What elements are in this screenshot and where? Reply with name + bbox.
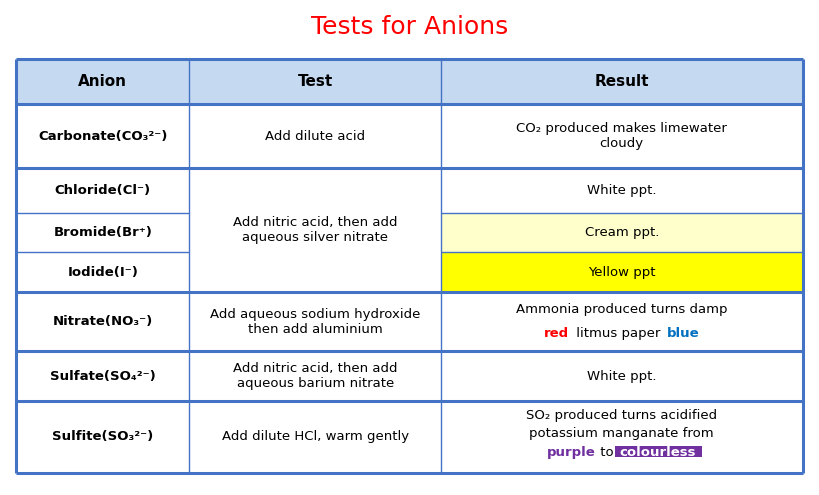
Text: Add nitric acid, then add
aqueous silver nitrate: Add nitric acid, then add aqueous silver… <box>233 216 397 244</box>
Text: White ppt.: White ppt. <box>587 184 657 197</box>
Text: Result: Result <box>595 74 649 89</box>
Text: Sulfate(SO₄²⁻): Sulfate(SO₄²⁻) <box>50 370 156 383</box>
Text: colourless: colourless <box>620 446 696 459</box>
Text: Nitrate(NO₃⁻): Nitrate(NO₃⁻) <box>52 315 153 328</box>
Text: Add dilute HCl, warm gently: Add dilute HCl, warm gently <box>222 430 409 444</box>
Text: Chloride(Cl⁻): Chloride(Cl⁻) <box>55 184 151 197</box>
Text: Yellow ppt: Yellow ppt <box>588 266 655 279</box>
Bar <box>614 446 702 457</box>
Text: SO₂ produced turns acidified: SO₂ produced turns acidified <box>527 409 717 422</box>
Bar <box>16 59 803 473</box>
Text: Sulfite(SO₃²⁻): Sulfite(SO₃²⁻) <box>52 430 153 444</box>
Text: Cream ppt.: Cream ppt. <box>585 226 659 239</box>
Text: CO₂ produced makes limewater
cloudy: CO₂ produced makes limewater cloudy <box>516 122 727 150</box>
Bar <box>16 59 803 104</box>
Text: Add dilute acid: Add dilute acid <box>265 130 365 143</box>
Text: Add nitric acid, then add
aqueous barium nitrate: Add nitric acid, then add aqueous barium… <box>233 362 397 390</box>
Bar <box>441 252 803 292</box>
Text: Test: Test <box>297 74 333 89</box>
Text: Iodide(I⁻): Iodide(I⁻) <box>67 266 138 279</box>
Text: blue: blue <box>667 327 699 340</box>
Text: Ammonia produced turns damp: Ammonia produced turns damp <box>516 303 727 316</box>
Text: Carbonate(CO₃²⁻): Carbonate(CO₃²⁻) <box>38 130 168 143</box>
Text: to: to <box>596 446 618 459</box>
Text: potassium manganate from: potassium manganate from <box>529 427 714 440</box>
Text: litmus paper: litmus paper <box>572 327 664 340</box>
Text: red: red <box>544 327 569 340</box>
Text: Add aqueous sodium hydroxide
then add aluminium: Add aqueous sodium hydroxide then add al… <box>210 308 420 336</box>
Text: Bromide(Br⁺): Bromide(Br⁺) <box>53 226 152 239</box>
Text: Anion: Anion <box>79 74 128 89</box>
Text: purple: purple <box>546 446 595 459</box>
Text: Tests for Anions: Tests for Anions <box>311 15 508 39</box>
Text: White ppt.: White ppt. <box>587 370 657 383</box>
Bar <box>441 213 803 252</box>
